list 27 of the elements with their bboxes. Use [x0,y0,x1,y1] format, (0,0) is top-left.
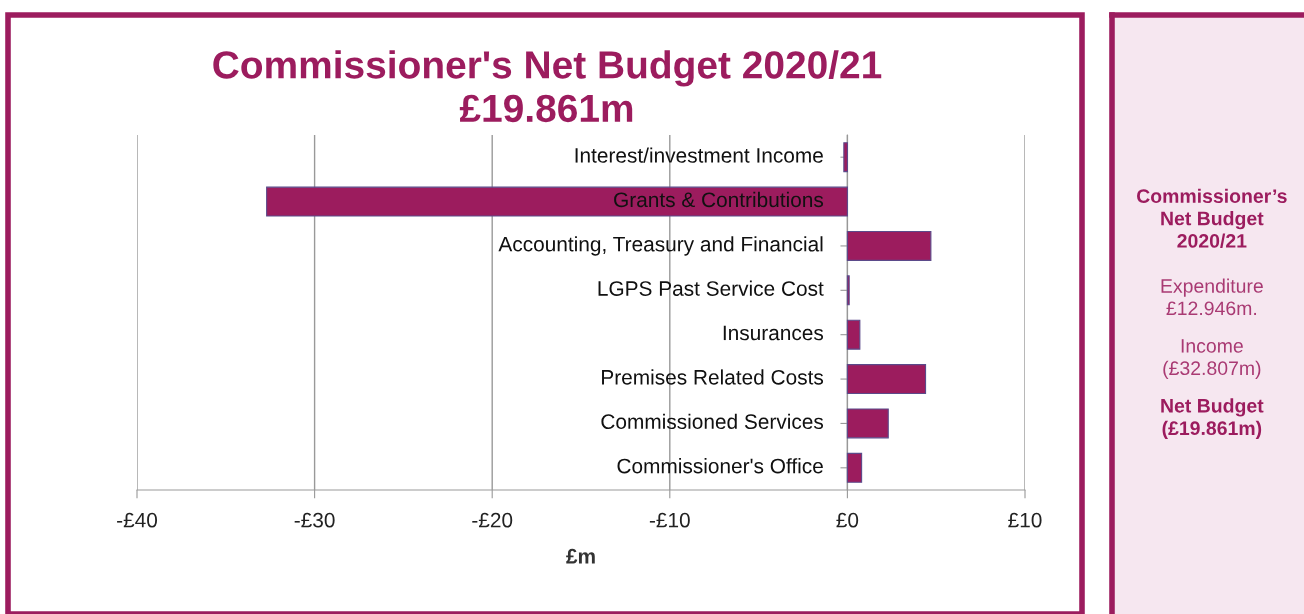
y-tick-label: Insurances [723,325,824,341]
x-tick-label: £10 [1008,512,1042,528]
y-tick-label: Commissioned Services [601,413,824,430]
bar [846,408,889,439]
x-tick-label: -£30 [294,512,335,528]
text: Expenditure £12.946m. [1161,278,1263,316]
x-tick-label: -£20 [472,512,513,528]
text: Income (£32.807m) [1163,339,1261,379]
text: Commissioner’s Net Budget 2020/21 [1137,188,1287,248]
x-axis-title: £m [566,548,595,564]
y-tick-label: Commissioner's Office [617,458,823,474]
y-tick-label: Accounting, Treasury and Financial [498,236,823,256]
x-tick-label: -£40 [117,512,158,528]
y-tick-label: Grants & Contributions [614,191,824,208]
x-tick-label: £0 [836,512,859,528]
bar [846,319,861,350]
x-tick-label: -£10 [649,512,690,528]
y-tick-label: Interest/investment Income [575,147,823,163]
bar [846,364,927,395]
bar [846,230,932,261]
y-tick-label: LGPS Past Service Cost [598,280,824,296]
bar [846,452,863,483]
text: Net Budget (£19.861m) [1161,398,1264,439]
bar [266,186,848,217]
chart-title: Commissioner's Net Budget 2020/21 £19.861m [213,50,882,123]
bar [843,142,848,173]
y-tick-label: Premises Related Costs [602,369,824,385]
